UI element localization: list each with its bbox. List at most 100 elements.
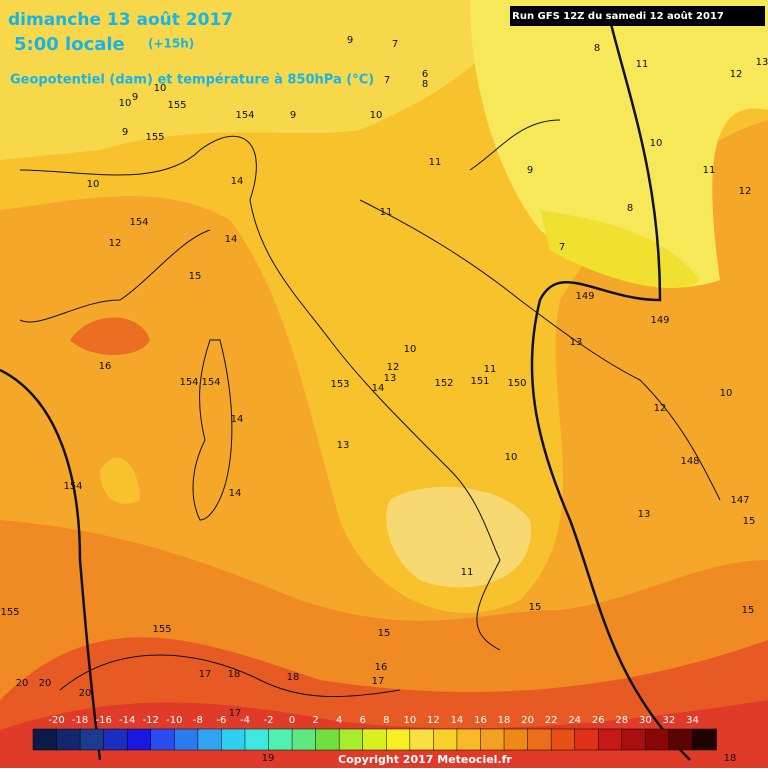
scale-swatch xyxy=(386,728,411,751)
scale-swatch xyxy=(550,728,576,751)
contour-label: 12 xyxy=(387,362,400,373)
scale-label: 24 xyxy=(568,715,581,726)
contour-label: 7 xyxy=(392,39,398,50)
contour-label: 10 xyxy=(87,179,100,190)
contour-label: 18 xyxy=(724,753,737,764)
contour-label: 8 xyxy=(627,203,633,214)
scale-swatch xyxy=(174,728,199,751)
scale-swatch xyxy=(362,728,388,751)
scale-label: -14 xyxy=(119,715,135,726)
scale-swatch xyxy=(527,728,552,751)
scale-swatch xyxy=(574,728,599,751)
contour-label: 13 xyxy=(756,57,768,68)
contour-label: 147 xyxy=(730,495,749,506)
copyright: Copyright 2017 Meteociel.fr xyxy=(338,753,512,766)
scale-swatch xyxy=(645,728,670,751)
contour-label: 15 xyxy=(743,516,756,527)
scale-label: 30 xyxy=(639,715,652,726)
scale-label: -20 xyxy=(48,715,64,726)
scale-swatch xyxy=(126,728,152,751)
subtitle: Geopotentiel (dam) et température à 850h… xyxy=(10,73,374,88)
geopotential-156 xyxy=(0,19,691,761)
contour-label: 148 xyxy=(680,456,699,467)
scale-swatch xyxy=(315,728,340,751)
scale-swatch xyxy=(221,728,246,751)
contour-label: 6 xyxy=(422,69,428,80)
run-box xyxy=(510,6,765,26)
scale-label: 8 xyxy=(383,715,389,726)
scale-label: 16 xyxy=(474,715,487,726)
coastlines xyxy=(19,119,721,698)
contour-label: 8 xyxy=(594,43,600,54)
contour-label: 12 xyxy=(730,69,743,80)
contour-label: 14 xyxy=(231,176,244,187)
scale-swatch xyxy=(103,728,128,751)
scale-swatch xyxy=(79,728,105,751)
color-scale: -20 -18 -16 -14 -12 -10 -8 -6 -4 -2 0 2 4 6 8 10 12 14 16 1… xyxy=(32,715,717,751)
scale-swatch xyxy=(668,728,694,751)
contour-label: 10 xyxy=(505,452,518,463)
scale-label: 32 xyxy=(663,715,676,726)
scale-swatch xyxy=(338,728,364,751)
scale-label: -4 xyxy=(240,715,250,726)
contour-label: 153 xyxy=(330,379,349,390)
scale-label: 12 xyxy=(427,715,440,726)
contour-label: 19 xyxy=(262,753,275,764)
contour-label: 18 xyxy=(287,672,300,683)
contour-label: 149 xyxy=(575,291,594,302)
scale-swatch xyxy=(456,728,482,751)
contour-label: 16 xyxy=(99,361,112,372)
contour-label: 20 xyxy=(39,678,52,689)
contour-label: 14 xyxy=(225,234,238,245)
scale-swatch xyxy=(244,728,270,751)
contour-label: 149 xyxy=(650,315,669,326)
scale-swatch xyxy=(268,728,293,751)
contour-label: 15 xyxy=(529,602,542,613)
contour-label: 11 xyxy=(484,364,497,375)
contour-label: 11 xyxy=(380,207,393,218)
contour-label: 15 xyxy=(378,628,391,639)
scale-label: -6 xyxy=(216,715,226,726)
contour-label: 20 xyxy=(79,688,92,699)
contour-label: 13 xyxy=(384,373,397,384)
contour-label: 12 xyxy=(739,186,752,197)
contour-label: 17 xyxy=(372,676,385,687)
scale-label: 22 xyxy=(545,715,558,726)
contour-label: 14 xyxy=(372,383,385,394)
contour-label: 8 xyxy=(422,79,428,90)
scale-label: -10 xyxy=(166,715,182,726)
scale-label: 4 xyxy=(336,715,342,726)
scale-label: 18 xyxy=(498,715,511,726)
contour-label: 154 xyxy=(235,110,254,121)
contour-label: 11 xyxy=(429,157,442,168)
contour-label: 17 xyxy=(199,669,212,680)
scale-swatch xyxy=(433,728,458,751)
contour-label: 154 xyxy=(129,217,148,228)
contour-label: 9 xyxy=(132,92,138,103)
scale-label: 6 xyxy=(360,715,366,726)
scale-swatch xyxy=(197,728,223,751)
scale-swatch xyxy=(480,728,505,751)
contour-label: 9 xyxy=(290,110,296,121)
contour-label: 150 xyxy=(507,378,526,389)
scale-label: 28 xyxy=(615,715,628,726)
scale-label: 26 xyxy=(592,715,605,726)
contour-label: 9 xyxy=(122,127,128,138)
scale-swatch xyxy=(409,728,435,751)
contour-label: 7 xyxy=(384,75,390,86)
contour-label: 15 xyxy=(189,271,202,282)
contour-label: 10 xyxy=(119,98,132,109)
contour-label: 155 xyxy=(145,132,164,143)
time: 5:00 locale xyxy=(14,34,125,55)
contour-label: 9 xyxy=(527,165,533,176)
scale-label: -2 xyxy=(264,715,274,726)
scale-label: 20 xyxy=(521,715,534,726)
contour-label: 13 xyxy=(570,337,583,348)
contour-label: 155 xyxy=(167,100,186,111)
contour-label: 155 xyxy=(0,607,19,618)
contour-label: 10 xyxy=(370,110,383,121)
contour-label: 11 xyxy=(703,165,716,176)
contour-label: 154 xyxy=(179,377,198,388)
